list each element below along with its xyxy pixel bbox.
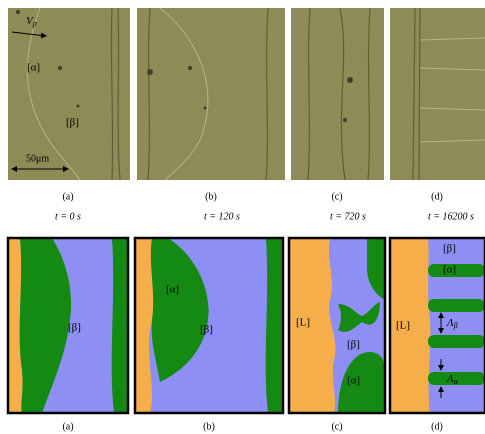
phase-label: [β] [66, 117, 79, 129]
phase-label: [β] [68, 322, 81, 334]
phase-label: [α] [347, 375, 360, 387]
time-label: t = 120 s [204, 211, 240, 222]
time-label: t = 16200 s [428, 211, 474, 222]
micrograph-c [291, 8, 384, 180]
figure: Vp [α] [β] 50μm (a) (b) (c) (d) t = 0 s … [0, 0, 485, 434]
panel-label: (b) [203, 421, 215, 432]
panel-label: (d) [431, 421, 443, 432]
panel-label: (a) [62, 421, 73, 432]
panel-label: (d) [431, 191, 443, 202]
phase-label: [L] [296, 317, 310, 329]
panel-label: (c) [331, 191, 342, 202]
phase-label: [L] [396, 320, 410, 332]
phase-label: [β] [443, 243, 456, 255]
panel-label: (a) [62, 191, 73, 202]
phase-label: [α] [443, 264, 456, 276]
time-label: t = 0 s [55, 211, 81, 222]
micrograph-d [390, 8, 485, 180]
phase-label: [β] [347, 339, 360, 351]
time-label: t = 720 s [330, 211, 366, 222]
phase-label: [α] [27, 62, 40, 74]
panel-label: (c) [331, 421, 342, 432]
phase-label: [α] [166, 284, 179, 296]
panel-label: (b) [205, 191, 217, 202]
micrograph-b [137, 8, 285, 180]
phase-label: [β] [200, 324, 213, 336]
scale-label: 50μm [26, 153, 49, 164]
